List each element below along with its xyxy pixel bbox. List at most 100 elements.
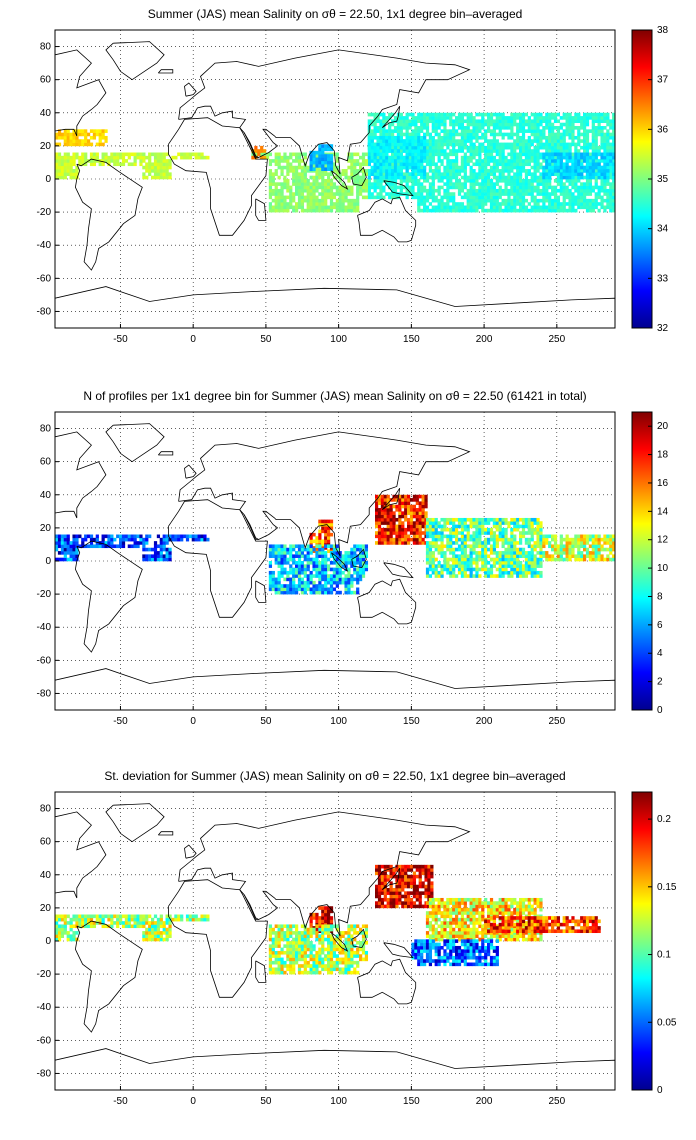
data-cell (443, 126, 447, 130)
data-cell (341, 564, 345, 568)
data-cell (475, 149, 479, 153)
data-cell (142, 557, 146, 562)
data-cell (446, 567, 450, 572)
data-cell (559, 188, 563, 193)
data-cell (580, 139, 584, 143)
data-cell (335, 185, 339, 190)
data-cell (556, 112, 561, 117)
data-cell (553, 169, 558, 173)
data-cell (367, 192, 371, 196)
data-cell (539, 541, 543, 545)
data-cell (609, 185, 613, 190)
data-cell (527, 142, 531, 147)
data-cell (411, 149, 415, 153)
data-cell (600, 159, 604, 163)
data-cell (583, 135, 587, 140)
data-cell (583, 126, 587, 130)
data-cell (548, 205, 552, 210)
data-cell (463, 551, 467, 555)
data-cell (318, 147, 322, 152)
data-cell (516, 135, 520, 140)
data-cell (565, 112, 569, 117)
data-cell (446, 544, 450, 549)
data-cell (446, 564, 450, 568)
data-cell (466, 129, 470, 133)
data-cell (481, 135, 485, 140)
data-cell (306, 577, 310, 582)
data-cell (455, 165, 459, 170)
data-cell (530, 112, 534, 117)
data-cell (460, 162, 465, 167)
data-cell (396, 155, 401, 160)
coastline (383, 180, 414, 197)
data-cell (153, 159, 158, 163)
data-cell (98, 162, 102, 167)
data-cell (463, 517, 467, 522)
data-cell (504, 557, 508, 562)
data-cell (501, 564, 505, 568)
data-cell (286, 182, 290, 186)
data-cell (153, 547, 158, 552)
data-cell (565, 149, 569, 153)
data-cell (113, 162, 117, 167)
data-cell (356, 580, 360, 585)
data-cell (466, 544, 470, 549)
colorbar-tick-label: 38 (657, 25, 669, 36)
data-cell (121, 162, 126, 167)
data-cell (548, 544, 552, 549)
data-cell (361, 162, 366, 167)
data-cell (527, 517, 531, 522)
data-cell (344, 584, 348, 588)
data-cell (597, 159, 601, 163)
data-cell (425, 126, 430, 130)
data-cell (606, 554, 610, 558)
data-cell (315, 150, 319, 155)
data-cell (321, 160, 325, 165)
data-cell (280, 182, 284, 186)
data-cell (393, 139, 398, 143)
data-cell (487, 162, 491, 167)
data-cell (539, 547, 543, 552)
data-cell (156, 169, 161, 173)
data-cell (420, 192, 424, 196)
data-cell (449, 175, 453, 180)
data-cell (580, 159, 584, 163)
data-cell (110, 541, 114, 545)
data-cell (455, 185, 459, 190)
data-cell (396, 116, 401, 120)
data-cell (142, 547, 146, 552)
data-cell (379, 119, 383, 124)
data-cell (389, 531, 393, 535)
data-cell (295, 554, 299, 558)
data-cell (63, 139, 67, 143)
data-cell (583, 188, 587, 193)
data-cell (303, 185, 307, 190)
data-cell (431, 537, 435, 542)
data-cell (527, 149, 531, 153)
data-cell (63, 537, 67, 542)
data-cell (475, 132, 479, 137)
data-cell (268, 551, 273, 555)
data-cell (404, 531, 408, 535)
data-cell (421, 524, 425, 529)
data-cell (379, 188, 383, 193)
data-cell (297, 195, 302, 200)
data-cell (504, 534, 508, 539)
data-cell (612, 142, 615, 147)
data-cell (411, 139, 415, 143)
data-cell (63, 169, 67, 173)
data-cell (350, 584, 354, 588)
data-cell (597, 122, 601, 127)
data-cell (327, 564, 331, 568)
data-cell (353, 570, 357, 575)
data-cell (551, 534, 555, 539)
data-cell (393, 142, 398, 147)
data-cell (329, 147, 334, 152)
data-cell (341, 185, 345, 190)
data-cell (536, 185, 540, 190)
data-cell (434, 172, 438, 176)
data-cell (527, 182, 531, 186)
data-cell (327, 557, 331, 562)
colorbar-tick-label: 34 (657, 224, 669, 235)
data-cell (583, 132, 587, 137)
